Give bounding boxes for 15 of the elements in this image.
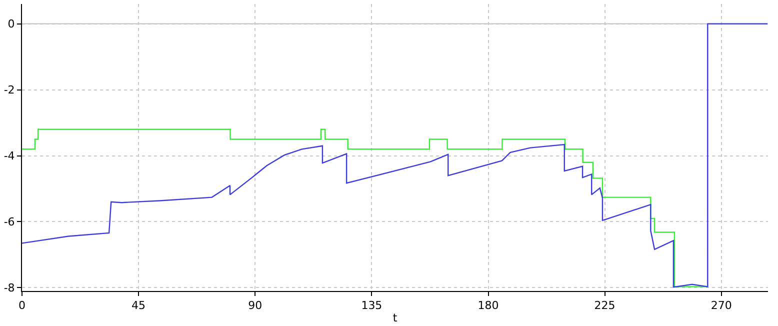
y-tick-label: -2 — [4, 84, 15, 97]
x-tick-label: 0 — [18, 299, 26, 312]
y-tick-label: -8 — [4, 282, 15, 295]
x-tick-label: 45 — [132, 299, 146, 312]
line-series — [22, 128, 708, 288]
x-axis-title: t — [392, 311, 398, 324]
x-tick-label: 225 — [594, 299, 616, 312]
x-tick-label: 180 — [478, 299, 499, 312]
x-tick-label: 270 — [710, 299, 732, 312]
y-tick-label: -4 — [4, 150, 15, 163]
y-tick-label: 0 — [8, 18, 15, 31]
x-tick-label: 135 — [361, 299, 382, 312]
y-tick-label: -6 — [4, 216, 15, 229]
line-series — [22, 23, 768, 288]
x-tick-label: 90 — [248, 299, 262, 312]
